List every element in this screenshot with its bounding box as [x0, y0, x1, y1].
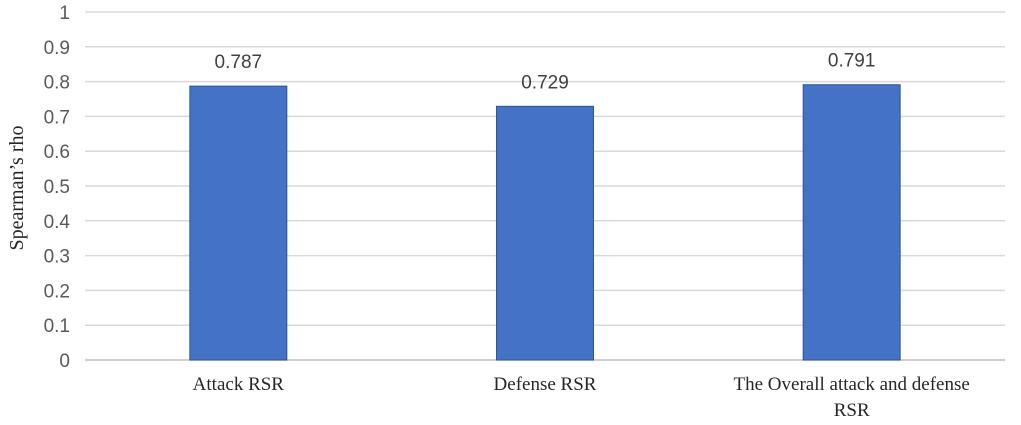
bar [496, 105, 594, 361]
x-category-label: Defense RSR [494, 374, 597, 395]
y-axis-ticks: 0 0.1 0.2 0.3 0.4 0.5 0.6 0.7 0.8 0.9 1 [44, 3, 71, 372]
y-tick-label: 0 [59, 351, 70, 372]
y-tick-label: 0.9 [44, 38, 70, 59]
bars [189, 84, 901, 361]
y-tick-label: 0.3 [44, 247, 70, 268]
y-tick-label: 0.6 [44, 142, 70, 163]
y-axis-title: Spearman’s rho [6, 126, 28, 251]
x-category-label: Attack RSR [193, 374, 285, 395]
y-tick-label: 0.8 [44, 73, 70, 94]
bar [189, 85, 288, 361]
y-tick-label: 0.5 [44, 177, 70, 198]
data-label: 0.787 [215, 52, 263, 73]
data-label: 0.791 [828, 51, 876, 72]
y-tick-label: 0.2 [44, 281, 70, 302]
x-category-label: The Overall attack and defense RSR [734, 374, 970, 421]
y-tick-label: 1 [59, 3, 70, 24]
x-axis-categories: Attack RSR Defense RSR The Overall attack … [193, 374, 970, 421]
data-label: 0.729 [521, 72, 569, 93]
y-tick-label: 0.4 [44, 212, 71, 233]
data-labels: 0.787 0.729 0.791 [215, 51, 876, 94]
y-tick-label: 0.1 [44, 316, 70, 337]
bar [802, 84, 901, 361]
y-tick-label: 0.7 [44, 107, 70, 128]
